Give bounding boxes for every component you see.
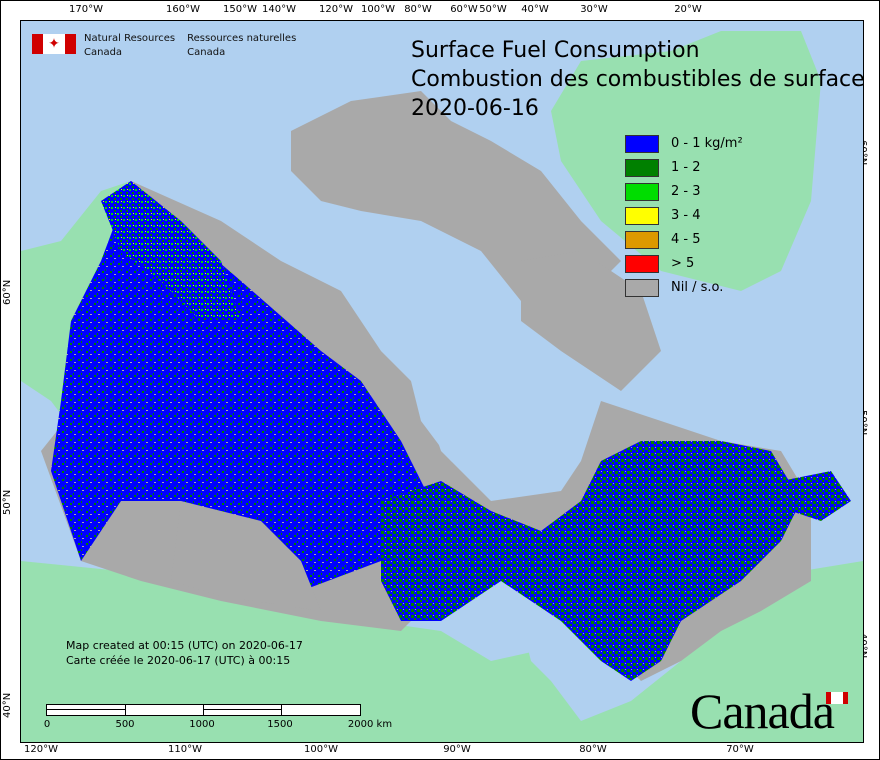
legend-swatch — [625, 230, 659, 249]
top-tick-label: 170°W — [69, 4, 103, 15]
agency-en-line2: Canada — [84, 47, 123, 58]
top-tick-label: 150°W — [223, 4, 257, 15]
legend-label: 1 - 2 — [671, 160, 701, 175]
top-tick-label: 80°W — [404, 4, 432, 15]
legend-item: 1 - 2 — [625, 158, 743, 177]
top-tick-label: 140°W — [262, 4, 296, 15]
legend-swatch — [625, 134, 659, 153]
bottom-tick-label: 70°W — [726, 744, 754, 755]
fuel-coverage-east — [381, 441, 801, 681]
arctic-islands — [291, 91, 621, 301]
legend-label: 4 - 5 — [671, 232, 701, 247]
canada-wordmark: Canada — [690, 683, 835, 739]
wordmark-flag-icon — [826, 692, 848, 704]
legend-label: 3 - 4 — [671, 208, 701, 223]
title-fr: Combustion des combustibles de surface — [411, 67, 865, 92]
legend-label: 2 - 3 — [671, 184, 701, 199]
map-graphic — [21, 31, 863, 742]
scale-label: 500 — [115, 719, 135, 730]
top-tick-label: 50°W — [479, 4, 507, 15]
legend-item: Nil / s.o. — [625, 278, 743, 297]
legend-label: 0 - 1 kg/m² — [671, 136, 743, 151]
south-prairies-nil — [171, 501, 321, 611]
greenland-land — [551, 31, 821, 291]
nrcan-signature: ✦ Natural Resources Canada Ressources na… — [32, 32, 296, 60]
agency-en-line1: Natural Resources — [84, 33, 176, 44]
left-tick-label: 40°N — [2, 692, 13, 718]
top-tick-label: 20°W — [674, 4, 702, 15]
scale-label: 1500 — [267, 719, 293, 730]
left-tick-label: 60°N — [2, 279, 13, 305]
bottom-tick-label: 120°W — [24, 744, 58, 755]
legend-swatch — [625, 206, 659, 225]
top-tick-label: 120°W — [319, 4, 353, 15]
legend-item: 2 - 3 — [625, 182, 743, 201]
legend-swatch — [625, 182, 659, 201]
bottom-tick-label: 100°W — [304, 744, 338, 755]
legend: 0 - 1 kg/m² 1 - 2 2 - 3 3 - 4 4 - 5 > 5 … — [625, 134, 743, 302]
top-tick-label: 100°W — [361, 4, 395, 15]
top-tick-label: 160°W — [166, 4, 200, 15]
scale-bar — [46, 704, 361, 716]
legend-item: 3 - 4 — [625, 206, 743, 225]
bottom-tick-label: 110°W — [168, 744, 202, 755]
scale-label: 2000 km — [347, 719, 393, 730]
legend-label: Nil / s.o. — [671, 280, 724, 295]
map-title: Surface Fuel Consumption Combustion des … — [411, 36, 865, 123]
top-tick-label: 60°W — [450, 4, 478, 15]
hudson-bay — [411, 351, 561, 491]
left-tick-label: 50°N — [2, 489, 13, 515]
legend-item: 0 - 1 kg/m² — [625, 134, 743, 153]
scale-label: 1000 — [189, 719, 215, 730]
newfoundland — [781, 471, 851, 521]
top-tick-label: 40°W — [521, 4, 549, 15]
creation-note-en: Map created at 00:15 (UTC) on 2020-06-17 — [66, 639, 303, 652]
creation-note: Map created at 00:15 (UTC) on 2020-06-17… — [66, 638, 303, 668]
fuel-coverage-west — [51, 181, 431, 591]
legend-item: 4 - 5 — [625, 230, 743, 249]
bottom-tick-label: 80°W — [579, 744, 607, 755]
bottom-tick-label: 90°W — [443, 744, 471, 755]
top-tick-label: 30°W — [580, 4, 608, 15]
title-en: Surface Fuel Consumption — [411, 38, 700, 63]
fuel-coverage-north — [101, 181, 241, 321]
legend-swatch — [625, 158, 659, 177]
title-date: 2020-06-16 — [411, 96, 539, 121]
legend-swatch — [625, 254, 659, 273]
creation-note-fr: Carte créée le 2020-06-17 (UTC) à 00:15 — [66, 654, 291, 667]
agency-fr-line2: Canada — [187, 47, 226, 58]
legend-item: > 5 — [625, 254, 743, 273]
scale-label: 0 — [43, 719, 51, 730]
legend-label: > 5 — [671, 256, 695, 271]
legend-swatch — [625, 278, 659, 297]
canada-flag-icon: ✦ — [32, 34, 76, 54]
agency-fr-line1: Ressources naturelles — [187, 33, 297, 44]
map-canvas[interactable] — [20, 20, 864, 743]
